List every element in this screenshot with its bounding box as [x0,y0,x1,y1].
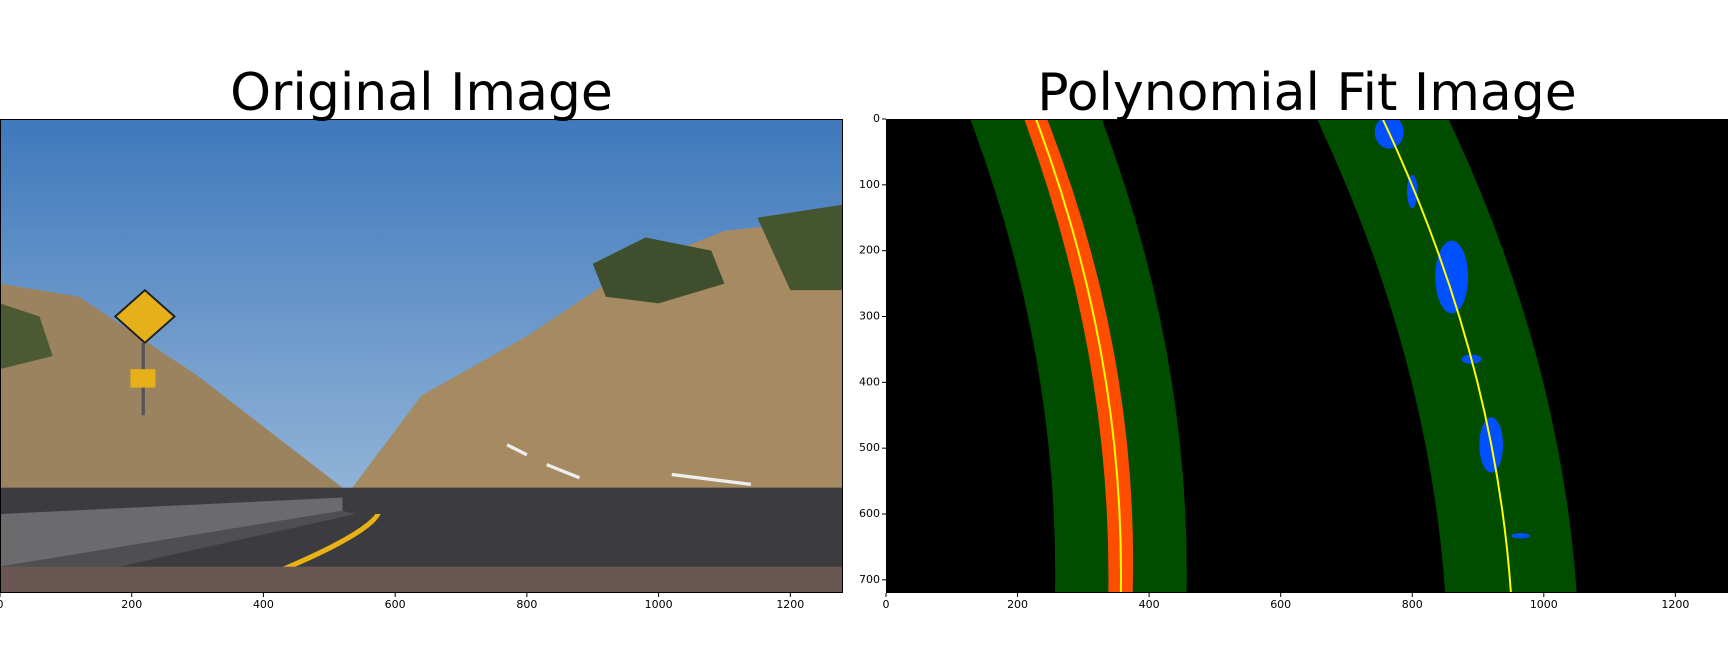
original-image [0,119,843,593]
subplot-title: Original Image [230,63,613,123]
x-tick-label: 0 [0,598,4,611]
axes-frame [0,119,843,593]
x-tick-label: 800 [1402,598,1423,611]
y-tick-label: 400 [859,375,880,388]
x-tick-label: 200 [121,598,142,611]
subplot-title: Polynomial Fit Image [1037,63,1577,123]
y-tick-label: 600 [859,507,880,520]
x-tick-label: 1200 [1661,598,1689,611]
x-tick-label: 1000 [1530,598,1558,611]
y-tick-label: 200 [859,244,880,257]
x-tick-label: 400 [253,598,274,611]
y-tick-label: 700 [859,573,880,586]
x-tick-label: 0 [883,598,890,611]
x-tick-label: 1200 [776,598,804,611]
x-tick-label: 400 [1139,598,1160,611]
x-tick-label: 600 [385,598,406,611]
y-tick-label: 100 [859,178,880,191]
y-tick-label: 300 [859,310,880,323]
x-tick-label: 200 [1007,598,1028,611]
x-tick-label: 600 [1270,598,1291,611]
x-tick-label: 800 [516,598,537,611]
fit-image [886,119,1728,593]
y-tick-label: 500 [859,441,880,454]
x-tick-label: 1000 [645,598,673,611]
y-tick-label: 0 [873,112,880,125]
